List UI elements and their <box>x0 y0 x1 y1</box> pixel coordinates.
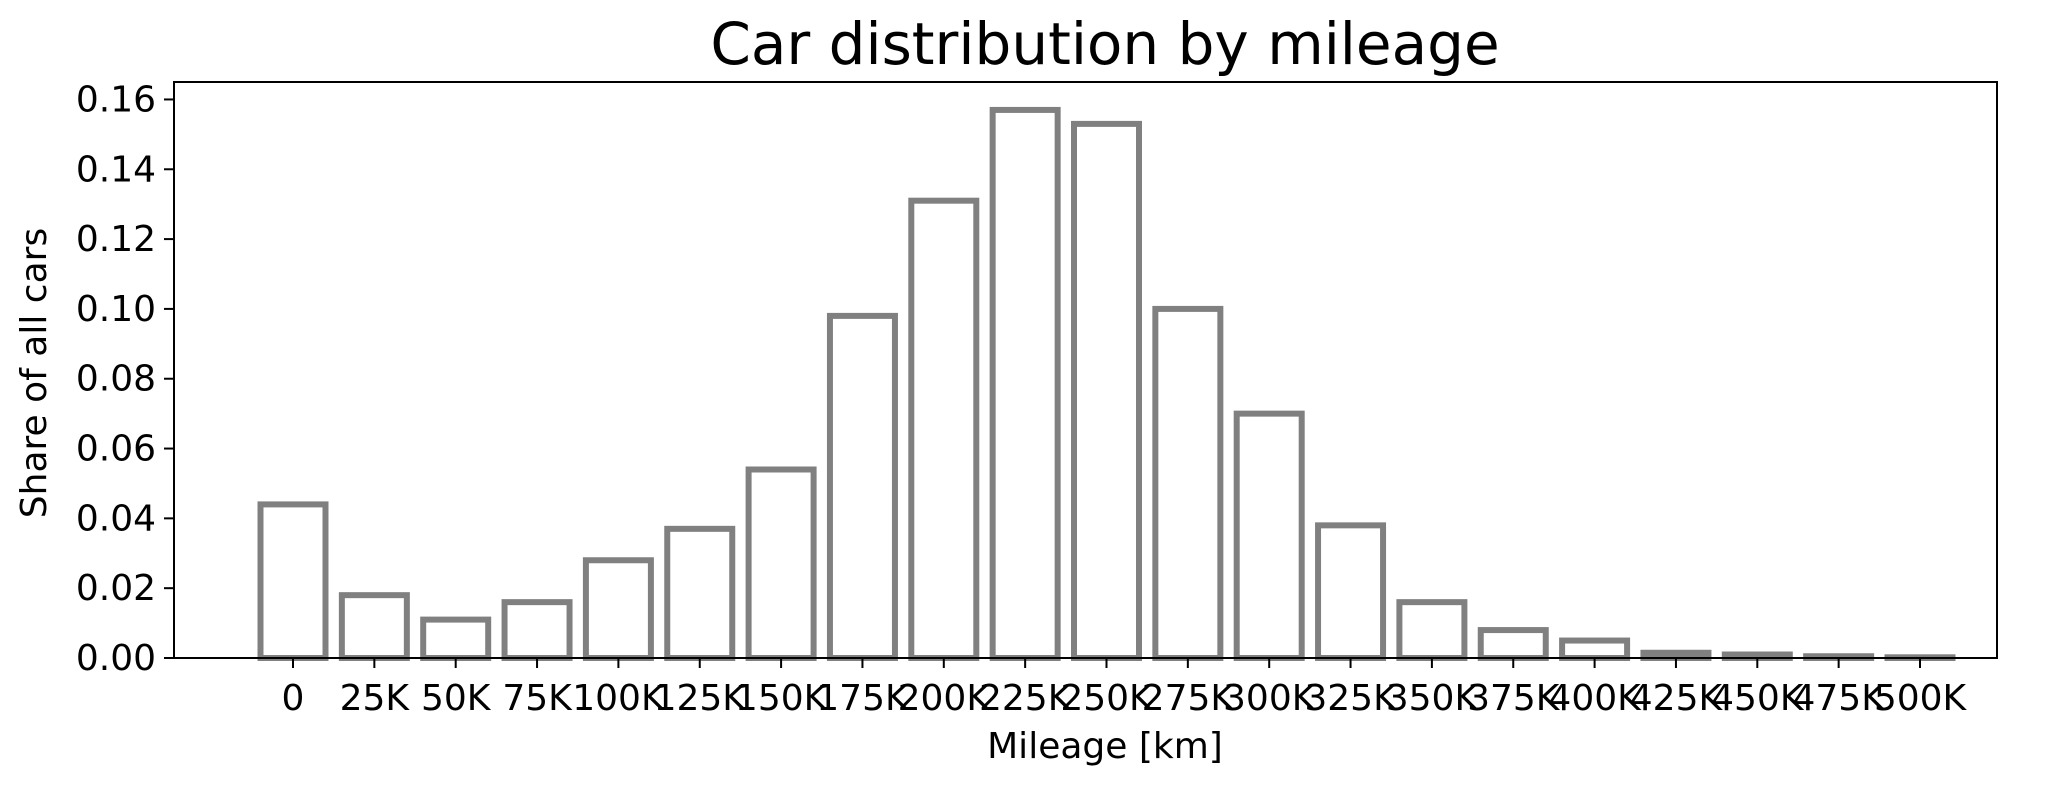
x-tick-label: 225K <box>979 678 1073 719</box>
bar-250k <box>1071 120 1142 661</box>
bar-225k <box>989 106 1061 662</box>
x-tick-label: 500K <box>1874 678 1968 719</box>
bar-150k <box>745 466 817 661</box>
x-tick-label: 125K <box>654 678 748 719</box>
bar-75k <box>501 599 573 661</box>
x-tick-label: 400K <box>1548 678 1642 719</box>
y-tick-label: 0.10 <box>76 289 156 330</box>
x-tick-label: 250K <box>1060 678 1154 719</box>
chart-title: Car distribution by mileage <box>710 10 1499 78</box>
x-tick-label: 150K <box>735 678 829 719</box>
x-axis-label: Mileage [km] <box>987 726 1223 767</box>
bar-400k <box>1559 637 1631 662</box>
y-tick-label: 0.06 <box>76 429 156 470</box>
y-tick-label: 0.08 <box>76 359 156 400</box>
bar-325k <box>1315 522 1387 661</box>
x-tick-label: 475K <box>1792 678 1886 719</box>
x-tick-label: 50K <box>421 678 492 719</box>
x-tick-label: 200K <box>898 678 992 719</box>
bar-0 <box>257 501 329 661</box>
x-tick-label: 75K <box>502 678 573 719</box>
y-axis-label: Share of all cars <box>14 228 55 518</box>
x-tick-label: 450K <box>1711 678 1805 719</box>
x-tick-label: 350K <box>1386 678 1480 719</box>
y-tick-label: 0.12 <box>76 219 156 260</box>
bar-300k <box>1233 410 1305 661</box>
bar-100k <box>582 557 654 661</box>
bar-275k <box>1152 305 1224 661</box>
bar-350k <box>1396 599 1468 661</box>
y-tick-label: 0.16 <box>76 79 156 120</box>
x-tick-label: 100K <box>572 678 666 719</box>
y-tick-label: 0.04 <box>76 498 156 539</box>
y-tick-label: 0.00 <box>76 638 156 679</box>
x-tick-label: 425K <box>1630 678 1724 719</box>
x-tick-label: 300K <box>1223 678 1317 719</box>
bar-25k <box>338 592 410 661</box>
bar-200k <box>908 197 980 661</box>
bar-125k <box>664 525 736 661</box>
x-tick-label: 0 <box>282 678 305 719</box>
x-tick-label: 375K <box>1467 678 1561 719</box>
x-tick-label: 175K <box>816 678 910 719</box>
bar-375k <box>1477 627 1549 662</box>
y-tick-label: 0.14 <box>76 149 156 190</box>
x-tick-label: 275K <box>1142 678 1236 719</box>
x-tick-label: 325K <box>1304 678 1398 719</box>
plot-area: 0.00 0.02 0.04 0.06 0.08 0.10 0.12 0.14 0.16 0 25K… <box>76 79 1998 719</box>
bar-50k <box>420 616 492 661</box>
plot-frame <box>173 81 1998 659</box>
bar-175k <box>826 312 898 661</box>
x-tick-label: 25K <box>340 678 411 719</box>
y-tick-label: 0.02 <box>76 568 156 609</box>
